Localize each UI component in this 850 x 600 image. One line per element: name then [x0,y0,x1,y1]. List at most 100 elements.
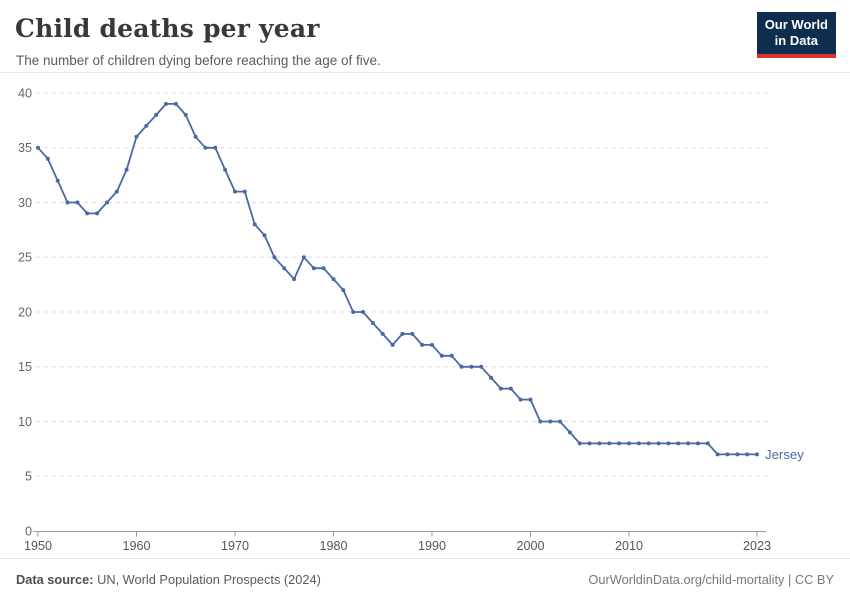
data-point-1995 [479,364,484,369]
y-axis-label: 10 [18,415,32,429]
data-point-1984 [370,321,375,325]
data-point-1968 [213,145,218,150]
data-point-1963 [164,101,168,106]
chart-footer: Data source: UN, World Population Prospe… [0,558,850,600]
data-point-1971 [242,189,247,194]
data-point-1983 [361,310,365,314]
data-point-2000 [528,397,533,402]
data-point-1979 [321,266,326,271]
data-point-1988 [410,331,415,336]
data-point-1980 [331,277,336,282]
data-point-1994 [469,364,474,369]
data-point-2002 [548,419,553,424]
plot-area: 0 5 10 15 20 25 30 35 40 1950 1960 1970 1980 1990 2000… [18,86,804,553]
data-source-label: Data source: [16,572,94,587]
data-point-1990 [430,342,434,347]
y-axis-label: 20 [18,305,32,319]
data-point-1972 [252,222,257,227]
data-point-1974 [272,255,277,260]
y-axis-label: 40 [18,86,32,100]
x-tick-label: 1960 [122,539,150,553]
data-point-1996 [489,375,494,380]
data-point-1991 [439,353,444,358]
data-point-2004 [567,430,572,435]
data-point-1987 [400,331,405,336]
data-point-2013 [656,441,661,446]
data-point-1955 [85,211,90,216]
data-point-1975 [282,266,287,271]
data-point-1960 [134,134,139,139]
owid-logo-line2: in Data [774,33,819,49]
data-point-1951 [45,156,50,161]
series-label: Jersey [765,447,804,462]
x-tick-label: 2023 [743,539,771,553]
data-point-2015 [676,441,681,446]
data-point-1997 [498,386,503,391]
data-point-1964 [173,101,178,106]
data-point-2007 [597,441,602,446]
data-source-text: UN, World Population Prospects (2024) [93,572,321,587]
data-point-2021 [735,452,740,457]
header-divider [0,72,850,73]
data-point-1956 [95,211,100,216]
data-point-1976 [292,277,297,282]
data-point-1981 [341,288,346,293]
data-point-1999 [518,397,523,402]
series-line [37,103,758,456]
data-point-2010 [627,441,631,446]
data-point-1986 [390,342,395,347]
y-axis-label: 35 [18,141,32,155]
x-tick-label: 2000 [516,539,544,553]
data-point-1962 [154,112,159,117]
data-point-1977 [301,255,306,260]
x-tick-label: 2010 [615,539,643,553]
data-point-2019 [715,452,720,457]
data-point-2014 [666,441,671,446]
data-point-2006 [587,441,592,446]
x-tick-label: 1950 [24,539,52,553]
data-point-1985 [380,331,385,336]
data-point-2020 [725,452,730,457]
data-point-2009 [617,441,622,446]
data-point-2001 [538,419,543,424]
data-point-1954 [75,200,80,205]
data-point-1950 [36,145,40,150]
data-point-1992 [449,353,454,358]
data-point-1982 [351,310,356,314]
data-point-2022 [745,452,750,457]
data-source-note: Data source: UN, World Population Prospe… [16,572,321,587]
data-point-2003 [558,419,562,424]
y-axis-label: 0 [25,524,32,538]
license-credit: OurWorldinData.org/child-mortality | CC … [588,572,834,587]
data-point-1989 [420,342,425,347]
data-point-2011 [636,441,641,446]
line-chart: 0 5 10 15 20 25 30 35 40 1950 1960 1970 1980 1990 2000… [18,86,804,553]
owid-logo-line1: Our World [764,17,828,32]
data-point-1973 [262,233,267,238]
data-point-2005 [577,441,582,446]
data-point-1966 [193,134,198,139]
data-point-1965 [183,112,188,117]
data-point-1969 [223,167,228,172]
y-axis-label: 30 [18,196,32,210]
data-point-2016 [686,441,691,446]
x-tick-label: 1970 [221,539,249,553]
data-point-2012 [646,441,651,446]
data-point-1957 [104,200,109,205]
data-point-1961 [144,123,149,128]
data-point-1993 [459,364,464,369]
y-axis-label: 5 [25,470,32,484]
data-point-1958 [114,189,119,194]
y-axis-label: 25 [18,251,32,265]
data-point-2018 [705,441,710,446]
data-point-1953 [65,200,70,205]
data-point-1967 [203,145,208,150]
chart-subtitle: The number of children dying before reac… [16,53,381,68]
data-point-2023 [755,452,759,457]
y-axis-label: 15 [18,360,32,374]
data-point-1970 [233,189,237,194]
chart-title: Child deaths per year [15,14,320,43]
x-tick-label: 1980 [319,539,347,553]
data-point-1959 [124,167,129,172]
owid-logo: Our World in Data [756,12,836,58]
